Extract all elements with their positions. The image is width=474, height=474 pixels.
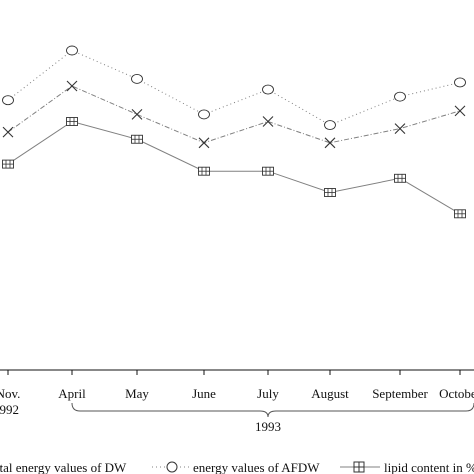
legend-label-total-energy: otal energy values of DW xyxy=(0,460,127,474)
point-s0-1 xyxy=(66,45,78,56)
point-s2-6 xyxy=(394,173,406,183)
point-s1-6 xyxy=(394,123,406,134)
point-s2-4 xyxy=(262,166,274,176)
series-line-2 xyxy=(7,120,461,215)
legend-marker-afdw xyxy=(166,461,178,473)
x-tick-label-3: June xyxy=(192,386,216,401)
point-s0-0 xyxy=(2,95,14,106)
marker-circle xyxy=(394,91,406,102)
point-s1-7 xyxy=(454,105,466,117)
year-group-bracket: 1993 xyxy=(71,402,474,434)
marker-cross-b xyxy=(262,116,274,127)
marker-cross-b xyxy=(454,105,466,117)
x-tick-label-1: April xyxy=(58,386,86,401)
marker-cross-b xyxy=(131,109,143,120)
point-s2-0 xyxy=(2,159,14,169)
marker-circle xyxy=(454,77,466,88)
marker-cross-b xyxy=(198,137,210,149)
point-s0-5 xyxy=(324,120,336,131)
legend-entry-afdw: energy values of AFDW xyxy=(152,460,320,474)
x-tick-label-5: August xyxy=(311,386,349,401)
point-s2-3 xyxy=(198,166,210,176)
x-tick-label-6: September xyxy=(372,386,428,401)
marker-circle xyxy=(66,45,78,56)
year-label: 1993 xyxy=(255,419,281,434)
x-tick-label-4: July xyxy=(257,386,279,401)
series-line-1 xyxy=(7,85,461,144)
point-s2-2 xyxy=(131,134,143,144)
point-s2-5 xyxy=(324,188,336,197)
point-s0-7 xyxy=(454,77,466,88)
marker-circle xyxy=(262,84,274,95)
series-line-0 xyxy=(7,49,461,126)
point-s1-0 xyxy=(2,126,14,138)
marker-cross-b xyxy=(2,126,14,138)
x-tick-sublabel-0: 1992 xyxy=(0,402,19,417)
legend-label-lipid: lipid content in % xyxy=(384,460,474,474)
marker-circle xyxy=(324,120,336,131)
x-axis: Nov.1992 April May June July August September O… xyxy=(0,369,474,417)
point-s0-6 xyxy=(394,91,406,102)
marker-cross-b xyxy=(66,80,78,92)
marker-circle xyxy=(131,73,143,84)
legend-entry-lipid: lipid content in % xyxy=(340,460,474,474)
point-s1-1 xyxy=(66,80,78,92)
point-s2-1 xyxy=(66,117,78,126)
series-layer xyxy=(2,45,466,219)
legend-label-afdw: energy values of AFDW xyxy=(193,460,320,474)
point-s1-4 xyxy=(262,116,274,127)
marker-cross-b xyxy=(394,123,406,134)
point-s0-2 xyxy=(131,73,143,84)
legend-entry-total-energy: otal energy values of DW xyxy=(0,460,127,474)
point-s0-3 xyxy=(198,109,210,120)
point-s1-5 xyxy=(324,137,336,149)
x-tick-label-2: May xyxy=(125,386,149,401)
marker-circle xyxy=(198,109,210,120)
point-s0-4 xyxy=(262,84,274,95)
point-s1-3 xyxy=(198,137,210,149)
marker-cross-b xyxy=(324,137,336,149)
point-s2-7 xyxy=(454,209,466,219)
x-tick-label-7: October xyxy=(439,386,474,401)
legend: otal energy values of DW energy values o… xyxy=(0,460,474,474)
marker-circle xyxy=(2,95,14,106)
year-brace xyxy=(71,402,474,418)
x-tick-label-0: Nov. xyxy=(0,386,20,401)
point-s1-2 xyxy=(131,109,143,120)
